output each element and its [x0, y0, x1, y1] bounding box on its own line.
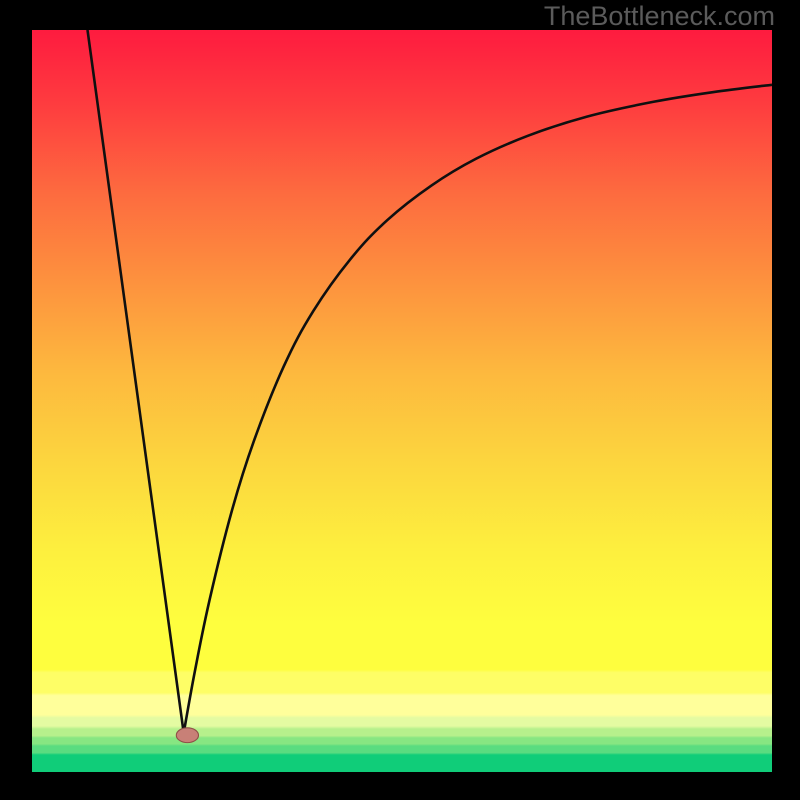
chart-container: TheBottleneck.com — [0, 0, 800, 800]
watermark-text: TheBottleneck.com — [544, 1, 775, 32]
optimal-point-marker — [176, 728, 198, 743]
curve-layer — [32, 30, 772, 770]
bottleneck-curve — [88, 30, 773, 733]
plot-area — [32, 30, 772, 772]
